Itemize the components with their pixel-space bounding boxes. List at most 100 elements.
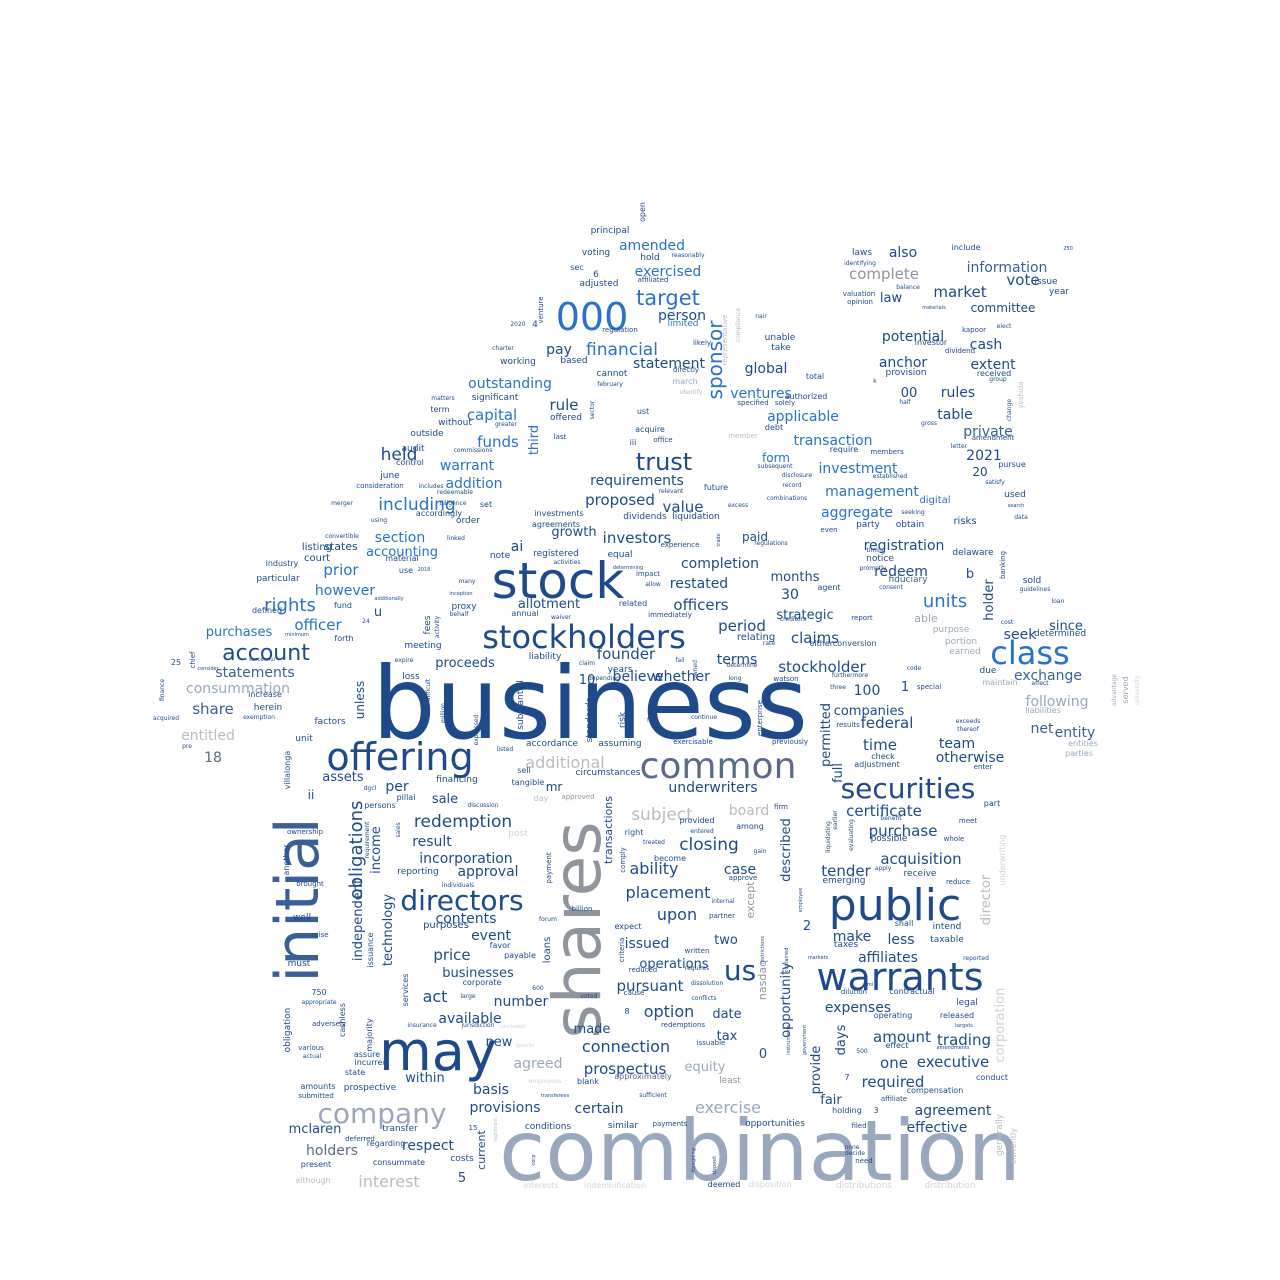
word-full: full <box>831 763 846 783</box>
word-criteria: criteria <box>618 938 626 963</box>
word-nair: nair <box>755 313 767 320</box>
word-subject: subject <box>631 805 693 825</box>
word-code: code <box>907 665 922 672</box>
word-digital: digital <box>919 495 950 506</box>
word-available: available <box>438 1011 501 1027</box>
word-statement: statement <box>633 356 706 372</box>
word-growth: growth <box>551 525 596 540</box>
word-sold: sold <box>1023 576 1041 586</box>
word-obligations: obligations <box>346 801 367 900</box>
word-completion: completion <box>681 556 759 572</box>
word-equity: equity <box>685 1060 726 1075</box>
word-paid: paid <box>742 530 768 544</box>
word-acquire: acquire <box>635 425 665 434</box>
word-outstanding: outstanding <box>468 376 552 392</box>
word-transactions: transactions <box>602 796 615 864</box>
word-appropriate: appropriate <box>302 999 337 1006</box>
word-make: make <box>833 929 871 945</box>
word-u: u <box>374 605 382 620</box>
word-require: require <box>830 445 859 454</box>
word-exercise: exercise <box>695 1098 761 1117</box>
word-offering: offering <box>326 735 473 779</box>
word-independent: independent <box>351 879 366 961</box>
word-previously: previously <box>772 738 808 746</box>
word-months: months <box>771 570 820 585</box>
word-billion: billion <box>572 905 593 913</box>
word-6: 6 <box>593 270 599 280</box>
word-consideration: consideration <box>356 482 404 490</box>
word-office: office <box>653 436 672 444</box>
word-individuals: individuals <box>442 882 474 889</box>
word-basis: basis <box>473 1082 509 1098</box>
word-addition: addition <box>445 476 502 492</box>
word-provided: provided <box>679 816 714 825</box>
word-industry: industry <box>266 559 299 568</box>
word-reasonably: reasonably <box>671 252 704 259</box>
word-activities: activities <box>553 559 580 566</box>
word-record: record <box>782 482 801 489</box>
word-transaction: transaction <box>793 433 872 449</box>
word-000: 000 <box>556 295 629 339</box>
word-yoshida: yoshida <box>1017 381 1025 408</box>
word-2018: 2018 <box>418 567 431 573</box>
word-nasdaq: nasdaq <box>756 960 769 1000</box>
word-prior: prior <box>323 561 359 579</box>
word-offered: offered <box>550 413 582 423</box>
word-legal: legal <box>956 998 978 1008</box>
word-consent: consent <box>879 584 903 591</box>
word-statements: statements <box>215 665 294 681</box>
word-executive: executive <box>917 1053 990 1071</box>
word-0: 0 <box>759 1047 767 1062</box>
word-insurance: insurance <box>407 1022 437 1029</box>
word-public: public <box>829 880 961 931</box>
word-500: 500 <box>856 1048 868 1055</box>
word-exchange: exchange <box>1014 668 1082 684</box>
word-f: f <box>647 717 650 724</box>
word-sales: sales <box>395 822 402 837</box>
word-inception: inception <box>449 591 472 597</box>
word-25: 25 <box>171 658 181 667</box>
word-another: another <box>282 844 291 876</box>
word-obligation: obligation <box>283 1008 293 1053</box>
word-share: share <box>192 700 234 718</box>
word-dilution: dilution <box>841 988 867 996</box>
word-furthermore: furthermore <box>832 672 868 679</box>
word-receive: receive <box>904 869 937 879</box>
word-determine: determine <box>727 662 758 669</box>
word-authorized: authorized <box>785 392 828 401</box>
word-effective: effective <box>907 1120 968 1136</box>
word-form: form <box>762 451 790 465</box>
word-prospective: prospective <box>344 1083 397 1093</box>
word-discussion: discussion <box>467 802 498 809</box>
word-cost: cost <box>1001 619 1014 626</box>
word-matters: matters <box>431 395 455 402</box>
word-trading: trading <box>937 1031 991 1049</box>
word-risk: risk <box>618 711 628 728</box>
word-actual: actual <box>303 1053 322 1060</box>
word-pursue: pursue <box>998 460 1026 469</box>
word-agreements: agreements <box>532 520 580 529</box>
word-units: units <box>923 591 967 612</box>
word-identifying: identifying <box>844 260 876 267</box>
word-anchor: anchor <box>879 355 928 371</box>
word-24: 24 <box>362 618 370 625</box>
word-director: director <box>979 874 994 925</box>
word-evaluating: evaluating <box>848 819 855 851</box>
word-take: take <box>771 343 791 353</box>
word-entered: entered <box>690 828 714 835</box>
word-expressed: expressed <box>473 714 480 745</box>
word-issuance: issuance <box>366 932 375 967</box>
word-seek: seek <box>1004 627 1038 643</box>
word-possible: possible <box>871 834 908 844</box>
word-timing: timing <box>866 547 885 554</box>
word-firm: firm <box>774 803 788 811</box>
word-among: among <box>736 822 764 831</box>
word-received: received <box>977 369 1011 378</box>
word-transfer: transfer <box>382 1124 418 1134</box>
word-comply: comply <box>619 847 627 872</box>
word-option: option <box>644 1002 695 1021</box>
word-raise: raise <box>311 931 328 939</box>
word-able: able <box>914 612 938 625</box>
word-additionally: additionally <box>374 596 403 602</box>
word-following: following <box>1026 694 1089 710</box>
